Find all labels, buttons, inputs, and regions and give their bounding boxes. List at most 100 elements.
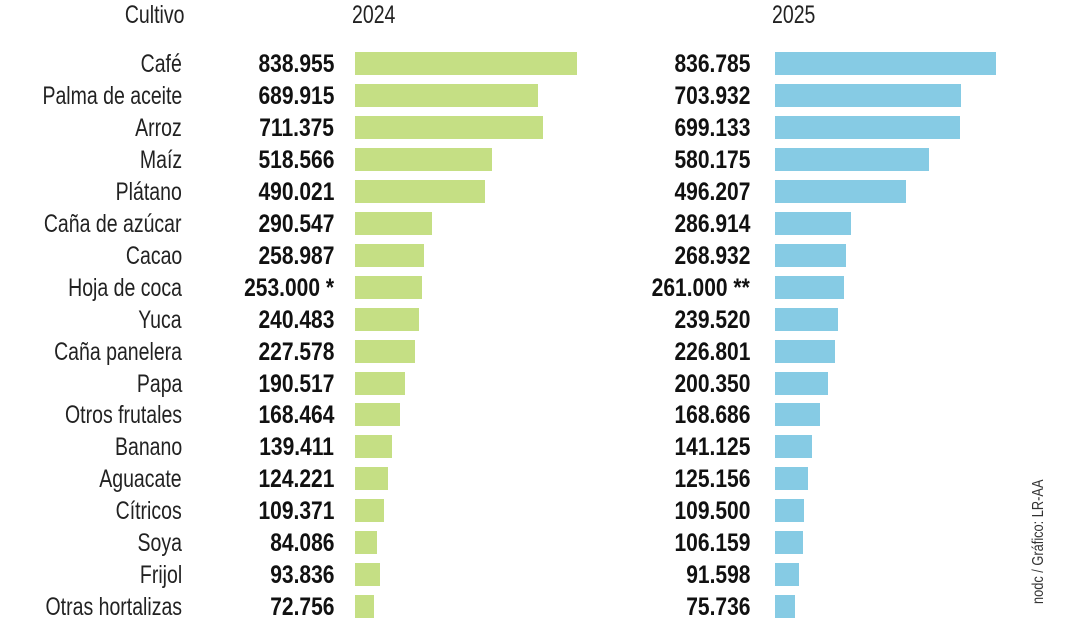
- value-label-2024: 258.987: [258, 241, 334, 270]
- bar-2024: [355, 179, 485, 203]
- category-label: Cacao: [125, 241, 182, 270]
- bar-2024: [355, 563, 380, 587]
- table-row: Otros frutales 168.464 168.686: [0, 399, 1080, 431]
- category-label: Maíz: [139, 145, 182, 174]
- table-row: Aguacate 124.221 125.156: [0, 463, 1080, 495]
- bar-2025: [775, 307, 838, 331]
- bar-2024: [355, 147, 492, 171]
- value-label-2025: 106.159: [674, 529, 750, 558]
- header-2024: 2024: [352, 1, 396, 29]
- bar-2024: [355, 403, 400, 427]
- table-row: Maíz 518.566 580.175: [0, 144, 1080, 176]
- bar-2025: [775, 83, 961, 107]
- bar-2025: [775, 531, 803, 555]
- value-label-2025: 268.932: [674, 241, 750, 270]
- value-label-2025: 699.133: [674, 113, 750, 142]
- value-label-2024: 84.086: [269, 529, 334, 558]
- value-label-2025: 125.156: [674, 465, 750, 494]
- value-label-2024: 168.464: [258, 401, 334, 430]
- category-label: Palma de aceite: [42, 81, 182, 110]
- value-label-2025: 200.350: [674, 369, 750, 398]
- category-label: Caña de azúcar: [44, 209, 182, 238]
- category-label: Papa: [136, 369, 182, 398]
- table-row: Cítricos 109.371 109.500: [0, 495, 1080, 527]
- category-label: Caña panelera: [54, 337, 182, 366]
- value-label-2024: 109.371: [258, 497, 334, 526]
- value-label-2024: 711.375: [259, 113, 334, 142]
- bar-2024: [355, 275, 422, 299]
- table-row: Frijol 93.836 91.598: [0, 559, 1080, 591]
- bar-2025: [775, 467, 808, 491]
- header-2025: 2025: [772, 1, 816, 29]
- bar-2025: [775, 435, 812, 459]
- value-label-2024: 93.836: [269, 561, 334, 590]
- value-label-2025: 580.175: [674, 145, 750, 174]
- value-label-2025: 703.932: [674, 81, 750, 110]
- category-label: Soya: [137, 529, 182, 558]
- bar-2025: [775, 115, 960, 139]
- bar-2025: [775, 147, 929, 171]
- bar-2025: [775, 339, 835, 363]
- bar-2024: [355, 595, 374, 619]
- value-label-2024: 838.955: [258, 50, 334, 78]
- bar-2024: [355, 307, 419, 331]
- bar-2025: [775, 211, 851, 235]
- bar-2025: [775, 499, 804, 523]
- category-label: Frijol: [139, 561, 182, 590]
- bar-2025: [775, 563, 799, 587]
- value-label-2025: 168.686: [674, 401, 750, 430]
- bar-2024: [355, 211, 432, 235]
- table-row: Caña de azúcar 290.547 286.914: [0, 208, 1080, 240]
- category-label: Plátano: [115, 177, 182, 206]
- bar-2024: [355, 115, 543, 139]
- category-label: Banano: [114, 433, 182, 462]
- value-label-2024: 72.756: [269, 593, 334, 622]
- table-row: Café 838.955 836.785: [0, 48, 1080, 80]
- value-label-2025: 496.207: [674, 177, 750, 206]
- value-label-2025: 286.914: [674, 209, 750, 238]
- value-label-2025: 226.801: [674, 337, 750, 366]
- table-row: Hoja de coca 253.000 * 261.000 **: [0, 272, 1080, 304]
- bar-2024: [355, 531, 377, 555]
- value-label-2025: 239.520: [674, 305, 750, 334]
- value-label-2025: 91.598: [685, 561, 750, 590]
- value-label-2024: 253.000 *: [244, 273, 334, 302]
- value-label-2024: 190.517: [258, 369, 334, 398]
- category-label: Yuca: [138, 305, 182, 334]
- bar-2024: [355, 467, 388, 491]
- bar-2024: [355, 243, 424, 267]
- bar-2024: [355, 499, 384, 523]
- header-cultivo: Cultivo: [124, 1, 184, 29]
- value-label-2024: 139.411: [259, 433, 334, 462]
- value-label-2025: 141.125: [674, 433, 750, 462]
- table-row: Otras hortalizas 72.756 75.736: [0, 591, 1080, 623]
- table-row: Arroz 711.375 699.133: [0, 112, 1080, 144]
- value-label-2024: 290.547: [258, 209, 334, 238]
- value-label-2024: 490.021: [258, 177, 334, 206]
- value-label-2024: 689.915: [258, 81, 334, 110]
- value-label-2025: 836.785: [674, 50, 750, 78]
- table-row: Yuca 240.483 239.520: [0, 304, 1080, 336]
- value-label-2025: 75.736: [685, 593, 750, 622]
- value-label-2024: 518.566: [258, 145, 334, 174]
- bar-2025: [775, 275, 844, 299]
- category-label: Otras hortalizas: [45, 593, 182, 622]
- table-row: Banano 139.411 141.125: [0, 431, 1080, 463]
- value-label-2025: 109.500: [674, 497, 750, 526]
- bar-2025: [775, 403, 820, 427]
- category-label: Otros frutales: [64, 401, 182, 430]
- bar-2025: [775, 179, 906, 203]
- bar-2025: [775, 52, 996, 75]
- bar-2025: [775, 243, 846, 267]
- bar-2024: [355, 83, 538, 107]
- table-row: Caña panelera 227.578 226.801: [0, 336, 1080, 368]
- value-label-2025: 261.000 **: [651, 273, 750, 302]
- table-row: Papa 190.517 200.350: [0, 368, 1080, 400]
- value-label-2024: 240.483: [258, 305, 334, 334]
- bar-2024: [355, 52, 577, 75]
- category-label: Cítricos: [115, 497, 182, 526]
- source-credit: nodc / Gráfico: LR-AA: [1030, 479, 1047, 605]
- table-row: Plátano 490.021 496.207: [0, 176, 1080, 208]
- bar-2024: [355, 371, 405, 395]
- table-row: Palma de aceite 689.915 703.932: [0, 80, 1080, 112]
